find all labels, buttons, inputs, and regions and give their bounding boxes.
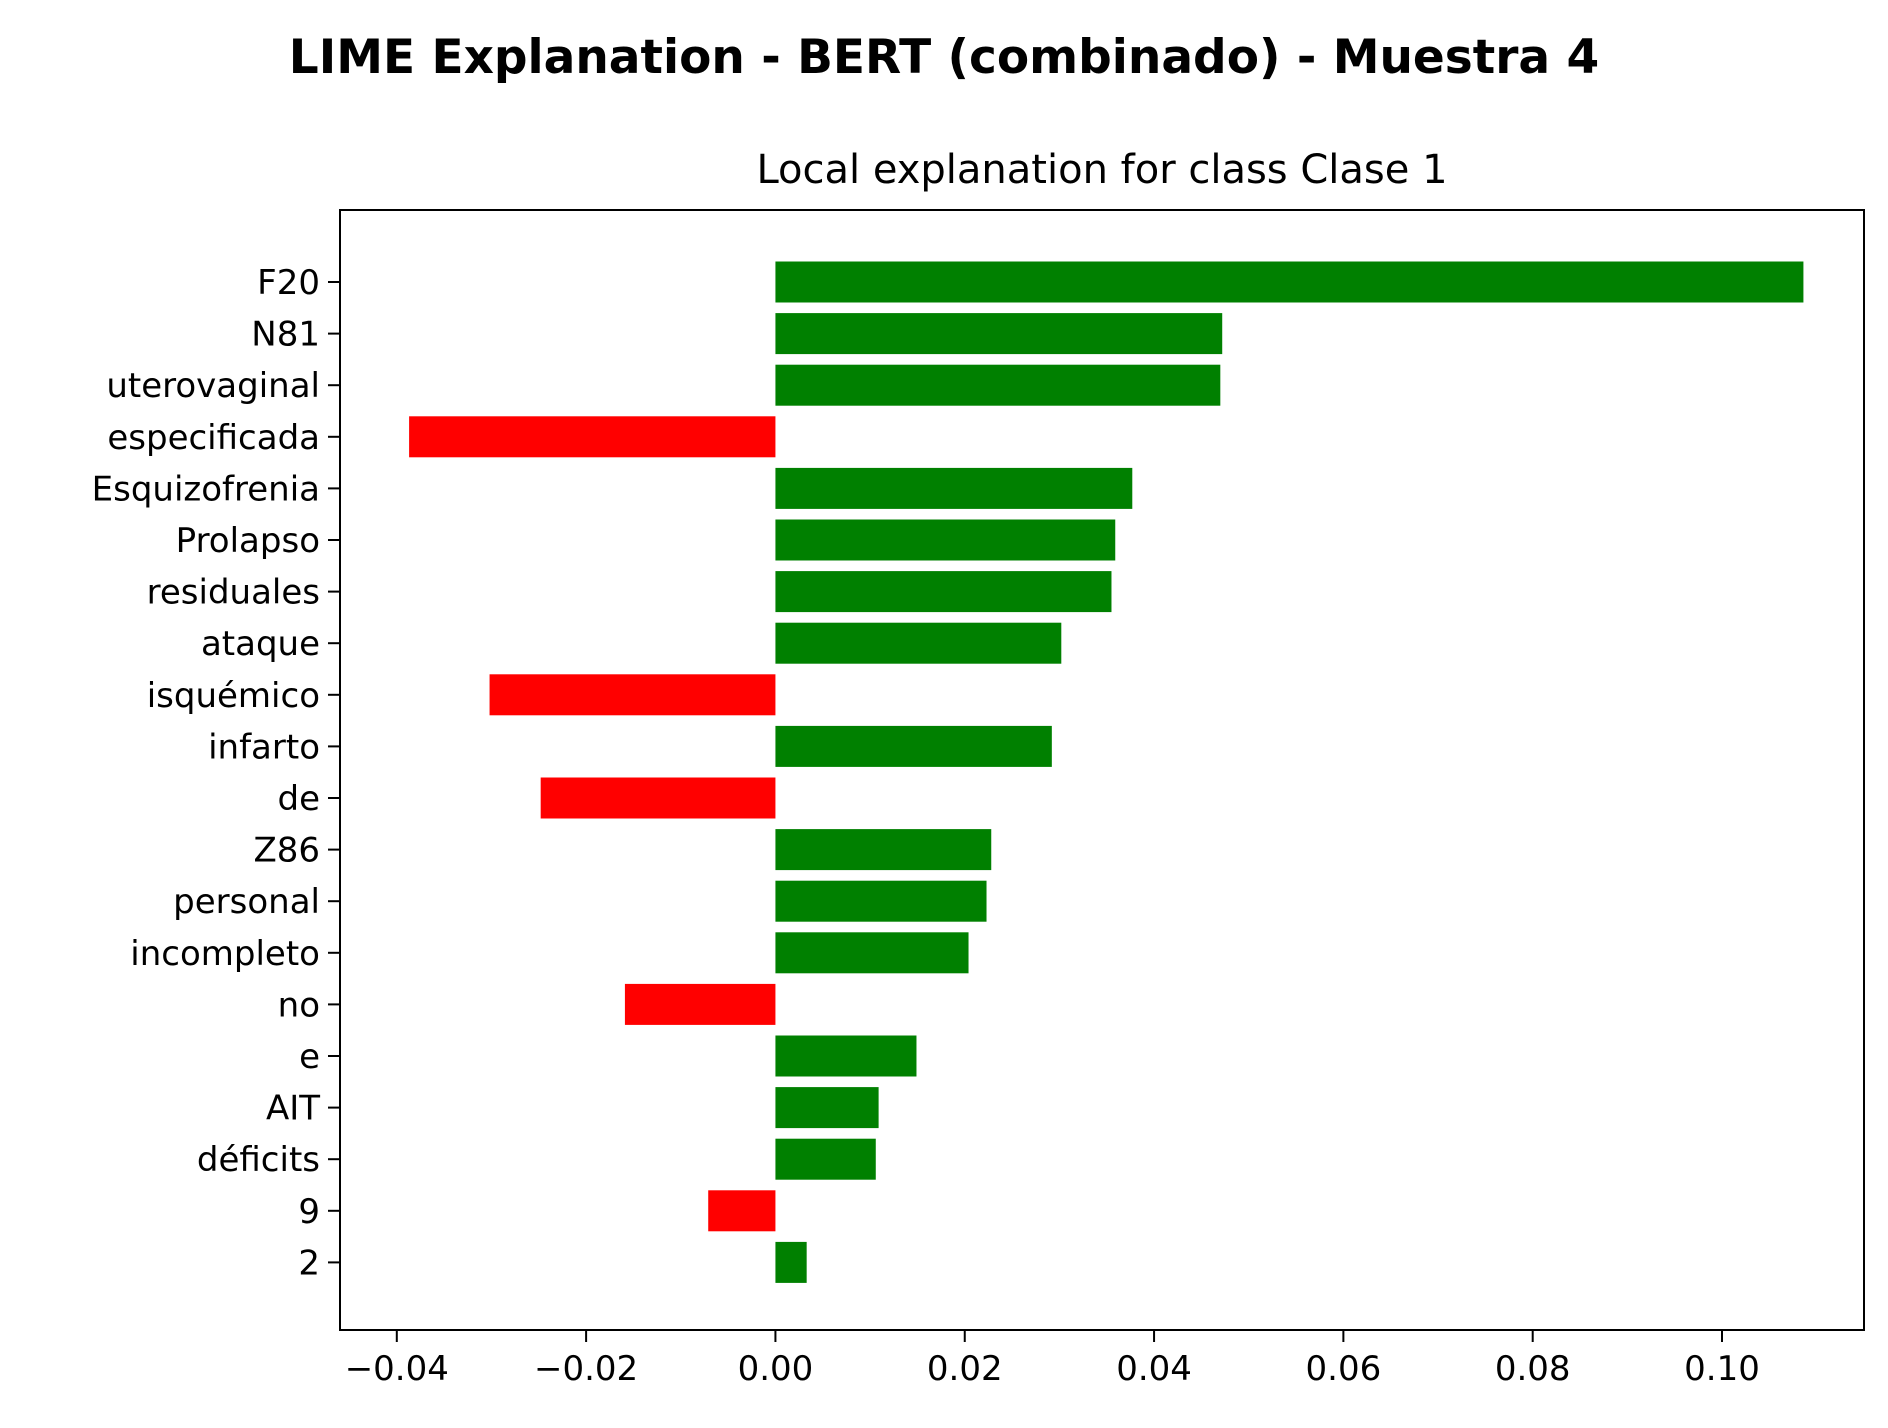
bar-4 [775,467,1133,509]
bar-15 [775,1035,917,1077]
y-tick-label: Prolapso [176,521,320,561]
x-tick-label: 0.06 [1306,1349,1382,1389]
axes-title: Local explanation for class Clase 1 [756,147,1447,193]
y-tick-label: déficits [197,1140,320,1180]
bar-6 [775,571,1112,613]
y-tick-label: Z86 [253,831,320,871]
x-tick-label: −0.02 [534,1349,638,1389]
bar-10 [540,777,776,819]
ticks-layer: F20 N81 uterovaginal especificada Esquizofre… [92,263,1760,1389]
y-tick-label: residuales [147,573,320,613]
y-tick-label: infarto [208,727,320,767]
bar-9 [775,725,1052,767]
bar-1 [775,313,1223,355]
figure-suptitle: LIME Explanation - BERT (combinado) - Mu… [289,30,1599,85]
y-tick-label: especificada [107,418,320,458]
y-tick-label: personal [173,882,320,922]
bar-8 [489,674,776,716]
bar-17 [775,1138,876,1180]
bar-16 [775,1087,879,1129]
y-tick-label: 2 [298,1243,320,1283]
bar-11 [775,829,992,871]
x-tick-label: 0.04 [1116,1349,1192,1389]
x-tick-label: 0.00 [738,1349,814,1389]
plot-frame [339,209,1865,1331]
bar-5 [775,519,1116,561]
bar-13 [775,932,969,974]
y-tick-label: e [299,1037,320,1077]
y-tick-label: 9 [298,1192,320,1232]
bar-12 [775,880,987,922]
y-tick-label: ataque [201,624,320,664]
bar-2 [775,364,1221,406]
y-tick-label: Esquizofrenia [92,469,320,509]
y-tick-label: no [278,985,320,1025]
bar-14 [624,983,776,1025]
bar-0 [775,261,1804,303]
x-tick-label: 0.02 [927,1349,1003,1389]
bars-layer [409,261,1804,1283]
y-tick-label: isquémico [147,676,320,716]
x-tick-label: 0.08 [1495,1349,1571,1389]
x-tick-label: 0.10 [1684,1349,1760,1389]
y-tick-label: AIT [266,1089,320,1129]
y-tick-label: F20 [257,263,320,303]
bar-19 [775,1241,807,1283]
bar-3 [409,416,776,458]
bar-7 [775,622,1062,664]
y-tick-label: uterovaginal [106,366,320,406]
y-tick-label: de [278,779,321,819]
y-tick-label: incompleto [130,934,320,974]
y-tick-label: N81 [251,315,320,355]
bar-18 [708,1190,776,1232]
x-tick-label: −0.04 [345,1349,449,1389]
